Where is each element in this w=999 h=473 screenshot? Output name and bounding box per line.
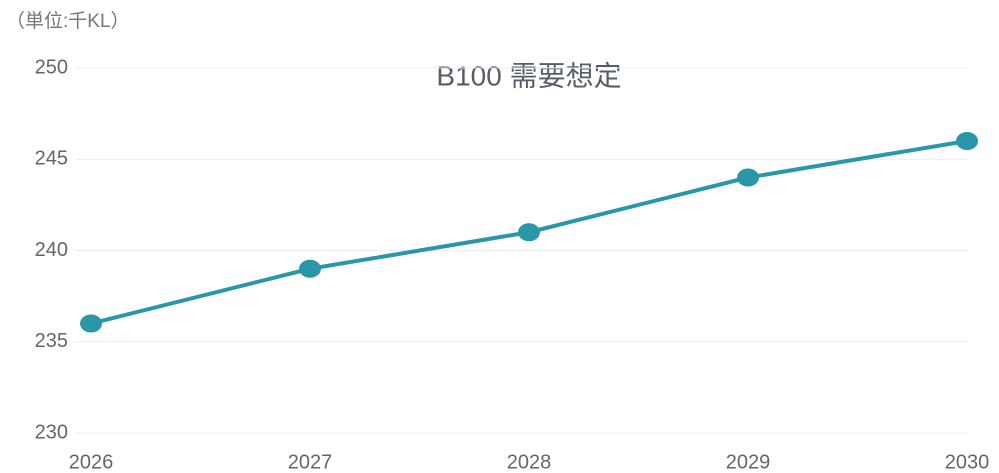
y-tick-label: 235 — [35, 330, 68, 352]
point — [518, 223, 540, 242]
y-tick-label: 250 — [35, 56, 68, 78]
chart-title: B100 需要想定 — [436, 60, 621, 91]
x-tick-label: 2028 — [507, 451, 552, 473]
x-tick-label: 2026 — [69, 451, 114, 473]
point — [299, 259, 321, 278]
y-tick-label: 240 — [35, 239, 68, 261]
x-tick-label: 2027 — [288, 451, 333, 473]
point — [737, 168, 759, 187]
point — [80, 314, 102, 333]
unit-label: （単位:千KL） — [6, 10, 130, 32]
y-tick-label: 230 — [35, 421, 68, 443]
x-tick-label: 2030 — [945, 451, 990, 473]
point — [956, 132, 978, 150]
x-tick-label: 2029 — [726, 451, 771, 473]
y-tick-label: 245 — [35, 148, 68, 170]
